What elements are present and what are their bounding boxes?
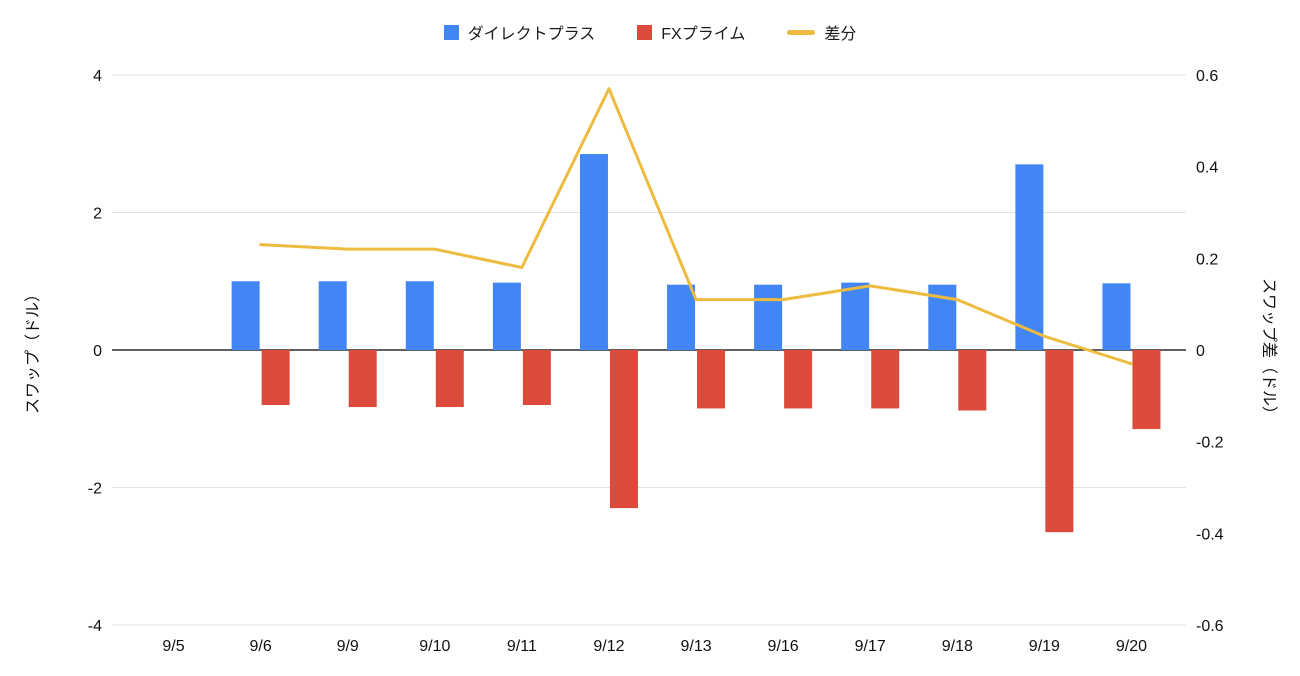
- bar: [871, 350, 900, 409]
- bar: [231, 281, 260, 350]
- right-axis-ticks: 0.6 0.4 0.2 0 -0.2 -0.4 -0.6: [1196, 68, 1224, 635]
- legend-swatch-direct-plus: [443, 24, 459, 40]
- x-axis-label: 9/19: [1029, 638, 1060, 655]
- left-axis-title: スワップ（ドル）: [24, 286, 42, 414]
- right-tick-label: 0.6: [1196, 68, 1218, 85]
- bar: [958, 350, 987, 411]
- x-axis-label: 9/17: [855, 638, 886, 655]
- x-axis-labels: 9/5 9/6 9/9 9/10 9/11 9/12 9/13 9/16 9/17 9/18 9/1…: [162, 638, 1147, 655]
- bar: [579, 154, 608, 350]
- bar: [522, 350, 551, 405]
- bar: [841, 282, 870, 350]
- bar: [784, 350, 813, 409]
- left-axis-ticks: 4 2 0 -2 -4: [88, 68, 102, 635]
- legend-item-fx-prime: FXプライム: [637, 20, 745, 44]
- right-tick-label: 0.2: [1196, 251, 1218, 268]
- bar: [667, 284, 696, 350]
- legend-swatch-fx-prime: [637, 24, 653, 40]
- legend-label-fx-prime: FXプライム: [661, 26, 746, 43]
- bar: [318, 281, 347, 350]
- right-tick-label: -0.6: [1196, 618, 1224, 635]
- left-tick-label: -2: [88, 481, 102, 498]
- x-axis-label: 9/13: [680, 638, 711, 655]
- x-axis-label: 9/9: [337, 638, 359, 655]
- x-axis-label: 9/12: [593, 638, 624, 655]
- x-axis-label: 9/16: [768, 638, 799, 655]
- bar: [697, 350, 726, 409]
- chart-legend: ダイレクトプラス FXプライム 差分: [0, 20, 1300, 44]
- line-series-diff: [259, 87, 1133, 366]
- left-tick-label: 4: [93, 68, 102, 85]
- bar: [261, 350, 290, 405]
- x-axis-label: 9/6: [250, 638, 272, 655]
- x-axis-label: 9/5: [162, 638, 184, 655]
- left-tick-label: -4: [88, 618, 102, 635]
- bar: [1015, 164, 1044, 350]
- x-axis-label: 9/20: [1116, 638, 1147, 655]
- bar: [435, 350, 464, 408]
- bar-series-0: [231, 154, 1131, 350]
- bar: [348, 350, 377, 408]
- right-tick-label: -0.4: [1196, 526, 1224, 543]
- bar: [1132, 350, 1161, 430]
- bar: [405, 281, 434, 350]
- right-tick-label: 0.4: [1196, 160, 1218, 177]
- bar: [492, 282, 521, 350]
- left-tick-label: 2: [93, 206, 102, 223]
- legend-item-diff: 差分: [787, 20, 856, 44]
- y-gridlines: [112, 74, 1186, 626]
- bar-series-1: [261, 350, 1161, 533]
- left-tick-label: 0: [93, 343, 102, 360]
- bar: [609, 350, 638, 509]
- right-axis-title: スワップ差（ドル）: [1260, 278, 1278, 422]
- legend-swatch-diff: [787, 29, 816, 35]
- right-tick-label: -0.2: [1196, 435, 1224, 452]
- x-axis-label: 9/18: [942, 638, 973, 655]
- right-tick-label: 0: [1196, 343, 1205, 360]
- x-axis-label: 9/10: [419, 638, 450, 655]
- legend-label-diff: 差分: [824, 26, 857, 43]
- legend-item-direct-plus: ダイレクトプラス: [443, 20, 596, 44]
- legend-label-direct-plus: ダイレクトプラス: [467, 26, 596, 43]
- bar: [1102, 283, 1131, 350]
- bar: [754, 284, 783, 350]
- bar: [1045, 350, 1074, 533]
- x-axis-label: 9/11: [507, 638, 537, 655]
